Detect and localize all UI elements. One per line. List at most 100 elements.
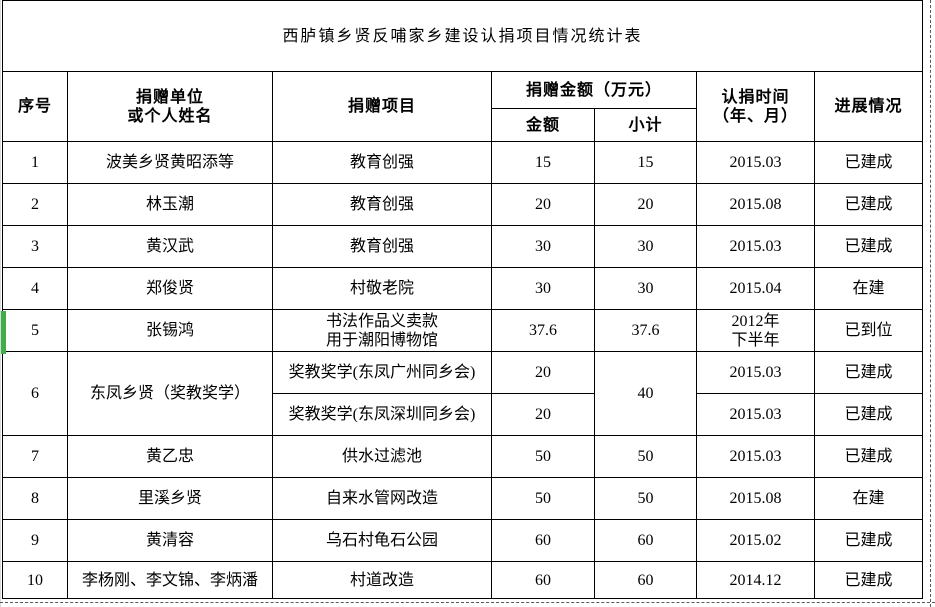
donor-cell: 黄汉武	[67, 225, 273, 268]
seq-cell: 5	[2, 309, 68, 352]
seq-cell: 9	[2, 519, 68, 562]
col-header-donor: 捐赠单位 或个人姓名	[67, 71, 273, 142]
time-cell: 2015.04	[696, 267, 815, 310]
subtotal-cell: 60	[594, 519, 697, 562]
page-break-line-horizontal	[0, 602, 935, 603]
time-cell: 2015.08	[696, 477, 815, 520]
project-cell: 奖教奖学(东凤深圳同乡会)	[272, 393, 492, 436]
project-cell: 村敬老院	[272, 267, 492, 310]
seq-cell: 6	[2, 351, 68, 436]
table-row: 1 波美乡贤黄昭添等 教育创强 15 15 2015.03 已建成	[2, 141, 924, 184]
donor-cell: 李杨刚、李文锦、李炳潘	[67, 561, 273, 599]
subtotal-cell: 37.6	[594, 309, 697, 352]
amount-cell: 60	[491, 561, 595, 599]
subtotal-cell: 50	[594, 477, 697, 520]
amount-cell: 30	[491, 267, 595, 310]
amount-cell: 20	[491, 393, 595, 436]
page-break-line-vertical	[930, 0, 931, 607]
time-cell: 2015.03	[696, 225, 815, 268]
table-row: 3 黄汉武 教育创强 30 30 2015.03 已建成	[2, 225, 924, 268]
donor-cell: 黄乙忠	[67, 435, 273, 478]
progress-cell: 已到位	[813, 309, 924, 352]
project-cell: 书法作品义卖款 用于潮阳博物馆	[272, 309, 492, 352]
donor-cell: 黄清容	[67, 519, 273, 562]
table-row: 2 林玉潮 教育创强 20 20 2015.08 已建成	[2, 183, 924, 226]
amount-cell: 15	[491, 141, 595, 184]
progress-cell: 在建	[813, 267, 924, 310]
time-cell: 2015.03	[696, 141, 815, 184]
time-cell: 2015.03	[696, 435, 815, 478]
amount-cell: 50	[491, 435, 595, 478]
header-row-1: 序号 捐赠单位 或个人姓名 捐赠项目 捐赠金额（万元） 认捐时间 （年、月） 进…	[2, 71, 924, 142]
col-header-amount-group: 捐赠金额（万元）	[491, 71, 697, 109]
subtotal-cell: 40	[594, 351, 697, 436]
seq-cell: 3	[2, 225, 68, 268]
amount-cell: 20	[491, 183, 595, 226]
donor-cell: 东凤乡贤（奖教奖学）	[67, 351, 273, 436]
time-cell: 2015.08	[696, 183, 815, 226]
subtotal-cell: 30	[594, 225, 697, 268]
project-cell: 乌石村龟石公园	[272, 519, 492, 562]
seq-cell: 8	[2, 477, 68, 520]
subtotal-cell: 15	[594, 141, 697, 184]
seq-cell: 4	[2, 267, 68, 310]
table-row: 8 里溪乡贤 自来水管网改造 50 50 2015.08 在建	[2, 477, 924, 520]
table-row: 4 郑俊贤 村敬老院 30 30 2015.04 在建	[2, 267, 924, 310]
progress-cell: 已建成	[813, 183, 924, 226]
project-cell: 自来水管网改造	[272, 477, 492, 520]
donor-cell: 林玉潮	[67, 183, 273, 226]
table-row: 5 张锡鸿 书法作品义卖款 用于潮阳博物馆 37.6 37.6 2012年 下半年 已到位	[2, 309, 924, 352]
worksheet-edge-line	[0, 0, 1, 607]
time-cell: 2012年 下半年	[696, 309, 815, 352]
progress-cell: 已建成	[813, 393, 924, 436]
row5-selection-indicator	[0, 311, 6, 354]
time-cell: 2015.03	[696, 351, 815, 394]
donation-statistics-table: 西胪镇乡贤反哺家乡建设认捐项目情况统计表 序号 捐赠单位 或个人姓名 捐赠项目 …	[1, 0, 924, 599]
col-header-seq: 序号	[2, 71, 68, 142]
amount-cell: 60	[491, 519, 595, 562]
project-cell: 村道改造	[272, 561, 492, 599]
project-cell: 供水过滤池	[272, 435, 492, 478]
time-cell: 2015.03	[696, 393, 815, 436]
time-cell: 2015.02	[696, 519, 815, 562]
table-row: 6 东凤乡贤（奖教奖学） 奖教奖学(东凤广州同乡会) 20 40 2015.03 已建成	[2, 351, 924, 436]
donor-cell: 里溪乡贤	[67, 477, 273, 520]
donor-cell: 郑俊贤	[67, 267, 273, 310]
seq-cell: 7	[2, 435, 68, 478]
seq-cell: 2	[2, 183, 68, 226]
progress-cell: 已建成	[813, 561, 924, 599]
header-row-2: 金额 小计	[3, 108, 923, 142]
progress-cell: 已建成	[813, 435, 924, 478]
subtotal-cell: 20	[594, 183, 697, 226]
table-row: 7 黄乙忠 供水过滤池 50 50 2015.03 已建成	[2, 435, 924, 478]
amount-cell: 30	[491, 225, 595, 268]
progress-cell: 已建成	[813, 141, 924, 184]
seq-cell: 1	[2, 141, 68, 184]
col-header-subtotal: 小计	[594, 108, 697, 142]
col-header-amount: 金额	[491, 108, 595, 142]
col-header-project: 捐赠项目	[272, 71, 492, 142]
table-row: 10 李杨刚、李文锦、李炳潘 村道改造 60 60 2014.12 已建成	[2, 561, 924, 599]
donor-cell: 波美乡贤黄昭添等	[67, 141, 273, 184]
progress-cell: 在建	[813, 477, 924, 520]
title-row: 西胪镇乡贤反哺家乡建设认捐项目情况统计表	[1, 0, 924, 72]
table-row: 奖教奖学(东凤深圳同乡会) 20 2015.03 已建成	[3, 393, 924, 436]
amount-cell: 37.6	[491, 309, 595, 352]
table-body: 1 波美乡贤黄昭添等 教育创强 15 15 2015.03 已建成 2 林玉潮 教育创强 20 20 2…	[2, 141, 924, 599]
progress-cell: 已建成	[813, 225, 924, 268]
amount-cell: 20	[491, 351, 595, 394]
project-cell: 教育创强	[272, 141, 492, 184]
subtotal-cell: 60	[594, 561, 697, 599]
progress-cell: 已建成	[813, 519, 924, 562]
amount-cell: 50	[491, 477, 595, 520]
col-header-progress: 进展情况	[813, 71, 924, 142]
subtotal-cell: 50	[594, 435, 697, 478]
subtotal-cell: 30	[594, 267, 697, 310]
table-row: 9 黄清容 乌石村龟石公园 60 60 2015.02 已建成	[2, 519, 924, 562]
progress-cell: 已建成	[813, 351, 924, 394]
project-cell: 教育创强	[272, 183, 492, 226]
col-header-time: 认捐时间 （年、月）	[696, 71, 815, 142]
time-cell: 2014.12	[696, 561, 815, 599]
donor-cell: 张锡鸿	[67, 309, 273, 352]
